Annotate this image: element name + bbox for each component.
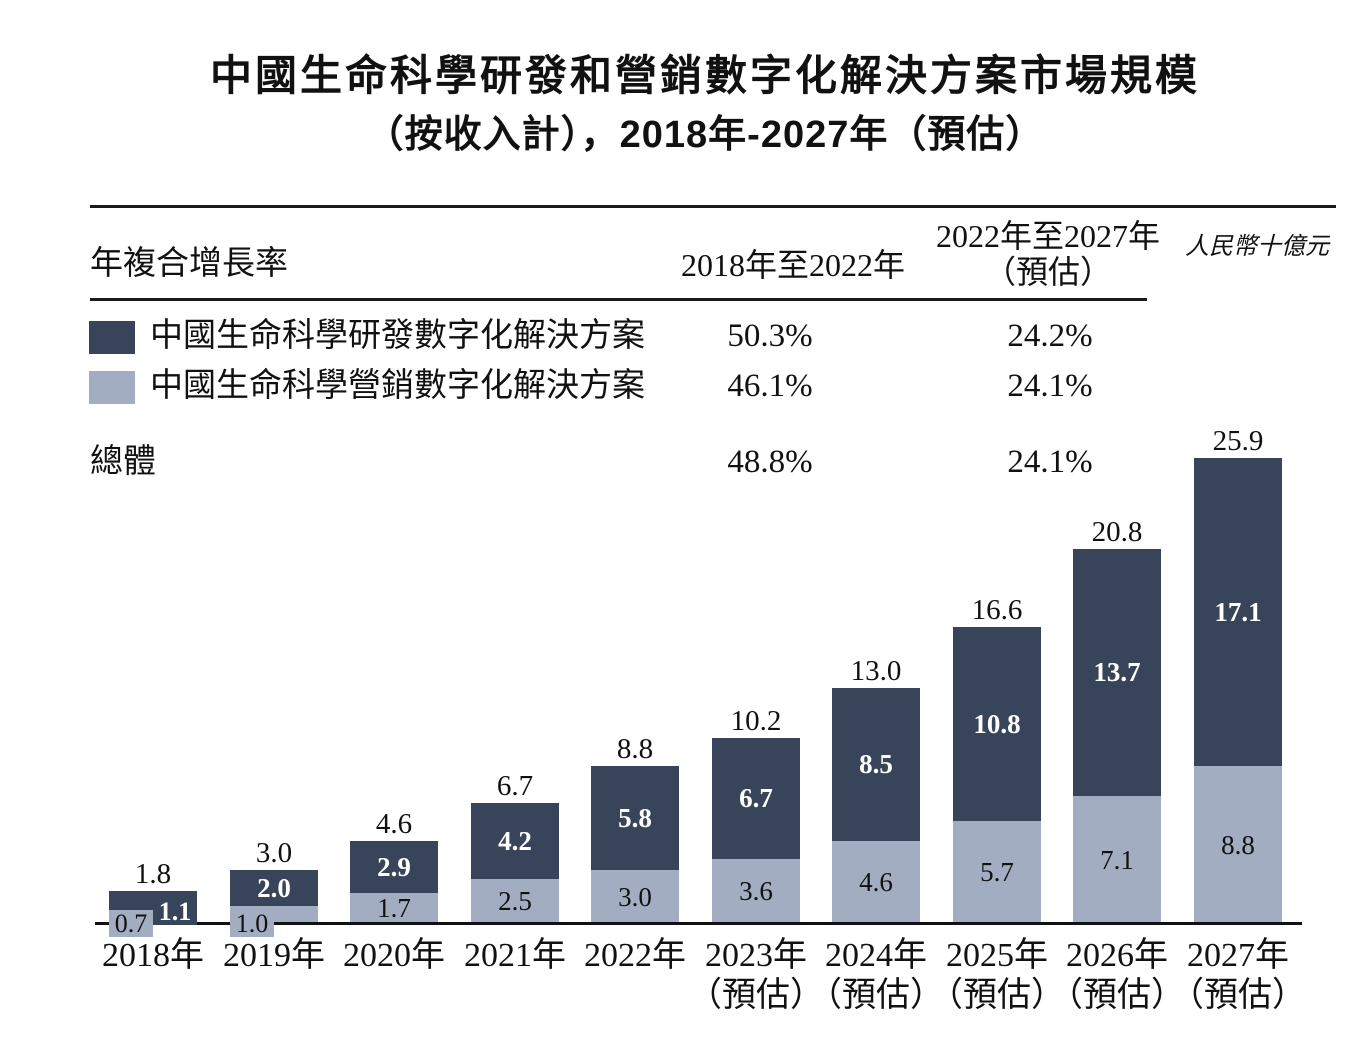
total-value-label-2022: 8.8 [616, 733, 654, 765]
marketing-segment-2020: 1.7 [350, 893, 438, 924]
marketing-cagr-period1: 46.1% [727, 368, 813, 404]
marketing-segment-2026: 7.1 [1073, 796, 1161, 924]
x-axis-label-2018: 2018年 [68, 936, 238, 976]
x-axis-year: 2022年 [584, 937, 686, 974]
x-axis-label-2023: 2023年 （預估） [671, 936, 841, 1016]
rd-segment-2023: 6.7 [712, 738, 800, 859]
period2-header-line1: 2022年至2027年 [935, 218, 1160, 254]
rd-segment-2024: 8.5 [832, 688, 920, 841]
rd-cagr-period2: 24.2% [1007, 318, 1093, 354]
x-axis-year: 2025年 [946, 937, 1048, 974]
x-axis-year: 2020年 [343, 937, 445, 974]
x-axis-label-2020: 2020年 [309, 936, 479, 976]
rd-segment-2026: 13.7 [1073, 549, 1161, 796]
total-row-label: 總體 [90, 444, 156, 480]
rd-value-label: 8.5 [859, 749, 893, 779]
rd-value-label: 2.0 [257, 872, 291, 903]
rd-segment-2022: 5.8 [591, 766, 679, 870]
x-axis-line [95, 922, 1302, 925]
legend-swatch-rd [89, 321, 135, 354]
rd-segment-2021: 4.2 [471, 803, 559, 879]
x-axis-forecast-note: （預估） [929, 977, 1065, 1014]
legend-label-rd: 中國生命科學研發數字化解決方案 [150, 318, 645, 354]
marketing-segment-2022: 3.0 [591, 870, 679, 924]
total-value-label-2018: 1.8 [134, 858, 172, 890]
x-axis-forecast-note: （預估） [688, 977, 824, 1014]
rd-value-label: 4.2 [498, 825, 532, 856]
total-value-label-2027: 25.9 [1212, 425, 1264, 457]
x-axis-forecast-note: （預估） [1049, 977, 1185, 1014]
x-axis-year: 2021年 [464, 937, 566, 974]
table-header-rule [90, 298, 1147, 301]
marketing-segment-2025: 5.7 [953, 821, 1041, 924]
x-axis-label-2027: 2027年 （預估） [1153, 936, 1323, 1016]
rd-value-label: 10.8 [973, 708, 1021, 739]
legend-swatch-marketing [89, 371, 135, 404]
marketing-value-label: 5.7 [980, 857, 1014, 887]
marketing-value-label: 7.1 [1100, 844, 1134, 875]
page-subtitle: （按收入計），2018年-2027年（預估） [365, 114, 1045, 156]
cagr-row-header: 年複合增長率 [90, 246, 288, 282]
page-title: 中國生命科學研發和營銷數字化解決方案市場規模 [209, 52, 1200, 99]
total-value-label-2025: 16.6 [971, 594, 1023, 626]
x-axis-year: 2019年 [223, 937, 325, 974]
marketing-value-label: 1.7 [377, 893, 411, 923]
period2-column-header: 2022年至2027年 （預估） [898, 218, 1198, 290]
rd-segment-2027: 17.1 [1194, 458, 1282, 766]
marketing-segment-2023: 3.6 [712, 859, 800, 924]
x-axis-label-2021: 2021年 [430, 936, 600, 976]
x-axis-year: 2027年 [1187, 937, 1289, 974]
total-value-label-2026: 20.8 [1091, 516, 1143, 548]
marketing-value-label: 8.8 [1221, 829, 1255, 860]
rd-segment-2020: 2.9 [350, 841, 438, 893]
marketing-value-chip: 0.7 [109, 910, 153, 937]
period2-header-line2: （預估） [983, 254, 1112, 290]
x-axis-label-2022: 2022年 [550, 936, 720, 976]
marketing-value-label: 3.6 [739, 876, 773, 906]
rd-value-label: 6.7 [739, 783, 773, 813]
total-value-label-2020: 4.6 [375, 808, 413, 840]
rd-value-label: 5.8 [618, 802, 652, 833]
x-axis-forecast-note: （預估） [808, 977, 944, 1014]
rd-segment-2025: 10.8 [953, 627, 1041, 821]
marketing-segment-2021: 2.5 [471, 879, 559, 924]
total-value-label-2024: 13.0 [850, 655, 902, 687]
rd-segment-2019: 2.0 [230, 870, 318, 906]
rd-value-chip: 1.1 [153, 898, 197, 925]
total-value-label-2019: 3.0 [255, 837, 293, 869]
x-axis-year: 2023年 [705, 937, 807, 974]
x-axis-year: 2026年 [1066, 937, 1168, 974]
marketing-cagr-period2: 24.1% [1007, 368, 1093, 404]
unit-note: 人民幣十億元 [1185, 234, 1329, 260]
x-axis-label-2024: 2024年 （預估） [791, 936, 961, 1016]
marketing-value-label: 2.5 [498, 886, 532, 916]
x-axis-label-2026: 2026年 （預估） [1032, 936, 1202, 1016]
total-cagr-period2: 24.1% [1007, 444, 1093, 480]
period1-column-header: 2018年至2022年 [680, 247, 905, 283]
total-cagr-period1: 48.8% [727, 444, 813, 480]
x-axis-forecast-note: （預估） [1170, 977, 1306, 1014]
rd-value-label: 17.1 [1214, 596, 1262, 627]
marketing-value-label: 3.0 [618, 881, 652, 912]
rd-cagr-period1: 50.3% [727, 318, 813, 354]
legend-label-marketing: 中國生命科學營銷數字化解決方案 [150, 368, 645, 404]
table-top-rule [90, 205, 1336, 208]
x-axis-label-2019: 2019年 [189, 936, 359, 976]
marketing-segment-2027: 8.8 [1194, 766, 1282, 924]
x-axis-year: 2018年 [102, 937, 204, 974]
rd-value-label: 2.9 [377, 851, 411, 882]
marketing-value-label: 4.6 [859, 867, 893, 897]
rd-value-label: 13.7 [1093, 657, 1141, 687]
marketing-value-chip: 1.0 [230, 910, 274, 937]
total-value-label-2021: 6.7 [496, 770, 534, 802]
marketing-segment-2024: 4.6 [832, 841, 920, 924]
total-value-label-2023: 10.2 [730, 705, 782, 737]
x-axis-label-2025: 2025年 （預估） [912, 936, 1082, 1016]
x-axis-year: 2024年 [825, 937, 927, 974]
